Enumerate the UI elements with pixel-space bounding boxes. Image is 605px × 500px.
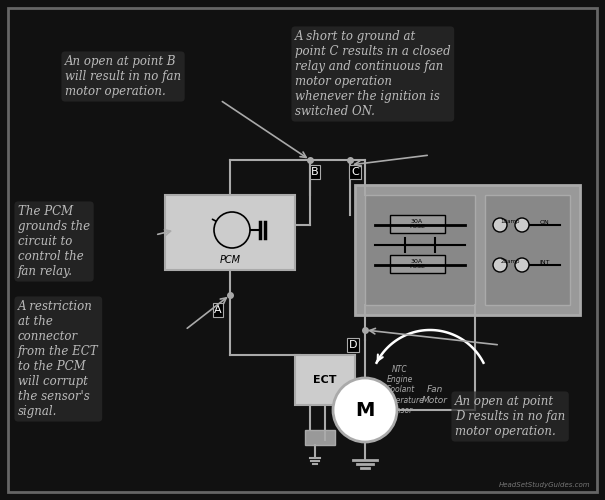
Text: HeadSetStudyGuides.com: HeadSetStudyGuides.com [499, 482, 590, 488]
Text: A short to ground at
point C results in a closed
relay and continuous fan
motor : A short to ground at point C results in … [295, 30, 451, 118]
Circle shape [493, 258, 507, 272]
Text: B: B [311, 167, 319, 177]
Circle shape [333, 378, 397, 442]
Bar [365, 195, 475, 305]
Text: 30A
FUSE: 30A FUSE [409, 258, 425, 270]
Text: NTC
Engine
Coolant
Temperature
Sensor: NTC Engine Coolant Temperature Sensor [376, 364, 425, 416]
Bar [390, 215, 445, 233]
Text: D: D [348, 340, 357, 350]
Text: An open at point
D results in no fan
motor operation.: An open at point D results in no fan mot… [455, 395, 565, 438]
Bar [305, 430, 335, 445]
Bar [355, 185, 580, 315]
Text: PCM: PCM [220, 255, 241, 265]
Text: C: C [351, 167, 359, 177]
Bar [295, 355, 355, 405]
Text: The PCM
grounds the
circuit to
control the
fan relay.: The PCM grounds the circuit to control t… [18, 205, 90, 278]
Text: INT: INT [540, 260, 551, 264]
Bar [165, 195, 295, 270]
Circle shape [515, 218, 529, 232]
Text: A: A [214, 305, 222, 315]
Text: Fan
Motor: Fan Motor [422, 386, 448, 404]
Text: 30A
FUSE: 30A FUSE [409, 218, 425, 230]
Text: An open at point B
will result in no fan
motor operation.: An open at point B will result in no fan… [65, 55, 181, 98]
Bar [390, 255, 445, 273]
Bar [485, 195, 570, 305]
Text: 10amp: 10amp [500, 220, 520, 224]
Circle shape [493, 218, 507, 232]
Text: ECT: ECT [313, 375, 337, 385]
Circle shape [515, 258, 529, 272]
Text: M: M [355, 400, 374, 419]
Circle shape [214, 212, 250, 248]
Text: 20amp: 20amp [500, 260, 520, 264]
Text: A restriction
at the
connector
from the ECT
to the PCM
will corrupt
the sensor's: A restriction at the connector from the … [18, 300, 99, 418]
Text: ON: ON [540, 220, 550, 224]
